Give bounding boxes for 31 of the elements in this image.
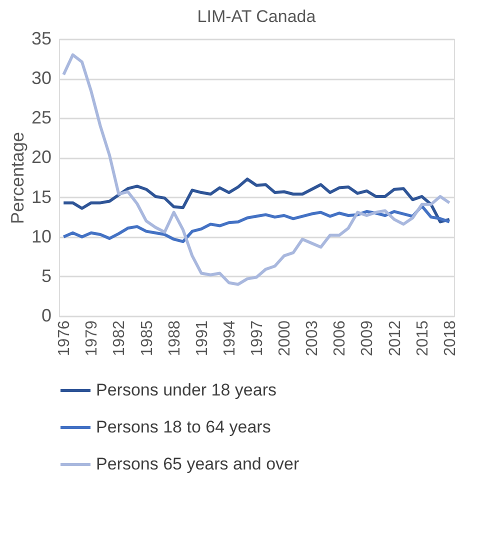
- x-tick-label: 1979: [84, 320, 101, 356]
- x-tick-label: 2006: [332, 320, 349, 356]
- x-tick-label: 2000: [276, 320, 294, 356]
- x-tick-label: 2018: [442, 320, 459, 356]
- x-tick-label: 1997: [249, 320, 266, 356]
- y-tick-label: 20: [31, 147, 52, 168]
- y-tick-label: 30: [31, 68, 52, 88]
- y-tick-label: 10: [31, 226, 52, 246]
- x-tick-label: 1982: [111, 320, 128, 356]
- x-tick-label: 1985: [138, 320, 156, 356]
- x-tick-label: 2009: [359, 320, 376, 356]
- y-axis-title: Percentage: [7, 132, 28, 224]
- x-tick-label: 2015: [414, 320, 432, 356]
- legend-label: Persons 18 to 64 years: [96, 418, 271, 436]
- x-tick-label: 1991: [194, 320, 211, 356]
- legend-label: Persons under 18 years: [96, 380, 276, 400]
- line-series: [62, 53, 451, 286]
- line-series: [62, 204, 451, 244]
- y-tick-label: 35: [31, 28, 52, 48]
- x-tick-label: 2012: [386, 320, 404, 356]
- line-series: [62, 178, 451, 224]
- y-tick-label: 0: [41, 306, 52, 326]
- y-tick-label: 5: [41, 266, 52, 286]
- x-tick-label: 1994: [221, 320, 238, 356]
- x-tick-label: 1988: [166, 320, 184, 356]
- chart-title: LIM-AT Canada: [197, 7, 316, 26]
- x-tick-label: 1976: [56, 320, 74, 356]
- y-tick-label: 15: [31, 186, 52, 207]
- y-tick-label: 25: [31, 108, 52, 128]
- legend-label: Persons 65 years and over: [96, 454, 300, 474]
- x-tick-label: 2003: [304, 320, 322, 356]
